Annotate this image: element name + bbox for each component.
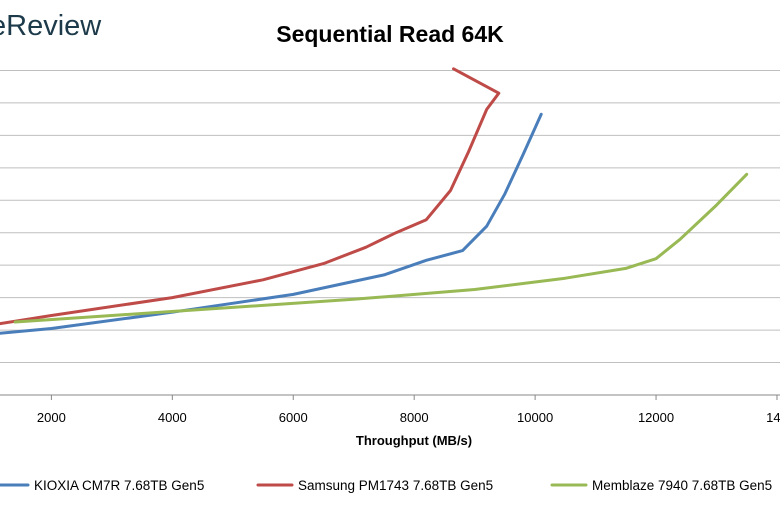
x-tick-label: 140 xyxy=(766,410,780,425)
x-tick-label: 12000 xyxy=(638,410,674,425)
series-line-2 xyxy=(0,67,501,326)
series-line-1 xyxy=(0,112,543,335)
x-tick-label: 6000 xyxy=(279,410,308,425)
chart-title: Sequential Read 64K xyxy=(276,21,504,47)
axes xyxy=(0,394,780,400)
legend-label-3: Memblaze 7940 7.68TB Gen5 xyxy=(592,478,772,493)
site-logo: eReview xyxy=(0,10,102,42)
x-tick-labels: 2000 4000 6000 8000 10000 12000 140 xyxy=(37,410,780,425)
legend-label-2: Samsung PM1743 7.68TB Gen5 xyxy=(298,478,493,493)
x-tick-label: 2000 xyxy=(37,410,66,425)
series-lines xyxy=(0,67,749,335)
x-tick-label: 8000 xyxy=(400,410,429,425)
legend: KIOXIA CM7R 7.68TB Gen5 Samsung PM1743 7.… xyxy=(0,478,772,493)
x-axis-label: Throughput (MB/s) xyxy=(356,433,472,448)
series-line-3 xyxy=(13,172,749,324)
grid-lines xyxy=(0,69,780,364)
x-tick-label: 4000 xyxy=(158,410,187,425)
legend-label-1: KIOXIA CM7R 7.68TB Gen5 xyxy=(34,478,204,493)
x-tick-label: 10000 xyxy=(517,410,553,425)
